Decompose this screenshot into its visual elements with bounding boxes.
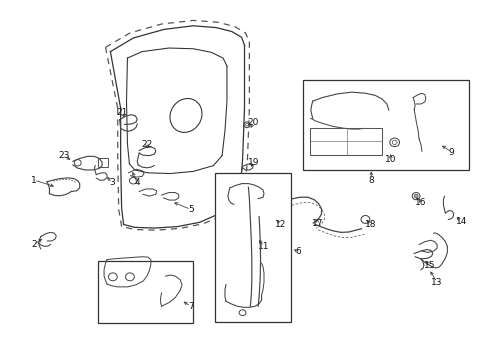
Bar [98, 261, 193, 323]
Text: 12: 12 [275, 220, 286, 229]
Text: 21: 21 [116, 108, 127, 117]
Bar [98, 158, 108, 167]
Text: 11: 11 [258, 242, 269, 251]
Ellipse shape [413, 194, 417, 198]
Text: 22: 22 [141, 140, 152, 149]
Text: 19: 19 [247, 158, 259, 167]
Text: 14: 14 [455, 217, 466, 226]
Text: 23: 23 [58, 151, 70, 160]
Text: 13: 13 [430, 278, 442, 287]
Text: 20: 20 [247, 118, 259, 127]
Text: 6: 6 [295, 247, 301, 256]
Text: 8: 8 [367, 176, 373, 185]
Bar [310, 128, 382, 155]
Text: 10: 10 [384, 155, 396, 164]
Bar [303, 80, 468, 170]
Text: 3: 3 [109, 178, 115, 187]
Text: 4: 4 [134, 178, 140, 187]
Bar [215, 173, 290, 321]
Text: 5: 5 [187, 205, 193, 214]
Text: 18: 18 [364, 220, 375, 229]
Text: 15: 15 [423, 261, 435, 270]
Text: 9: 9 [448, 148, 454, 157]
Text: 17: 17 [311, 219, 323, 228]
Text: 1: 1 [31, 176, 37, 185]
Text: 7: 7 [187, 302, 193, 311]
Text: 2: 2 [31, 240, 37, 249]
Text: 16: 16 [414, 198, 426, 207]
